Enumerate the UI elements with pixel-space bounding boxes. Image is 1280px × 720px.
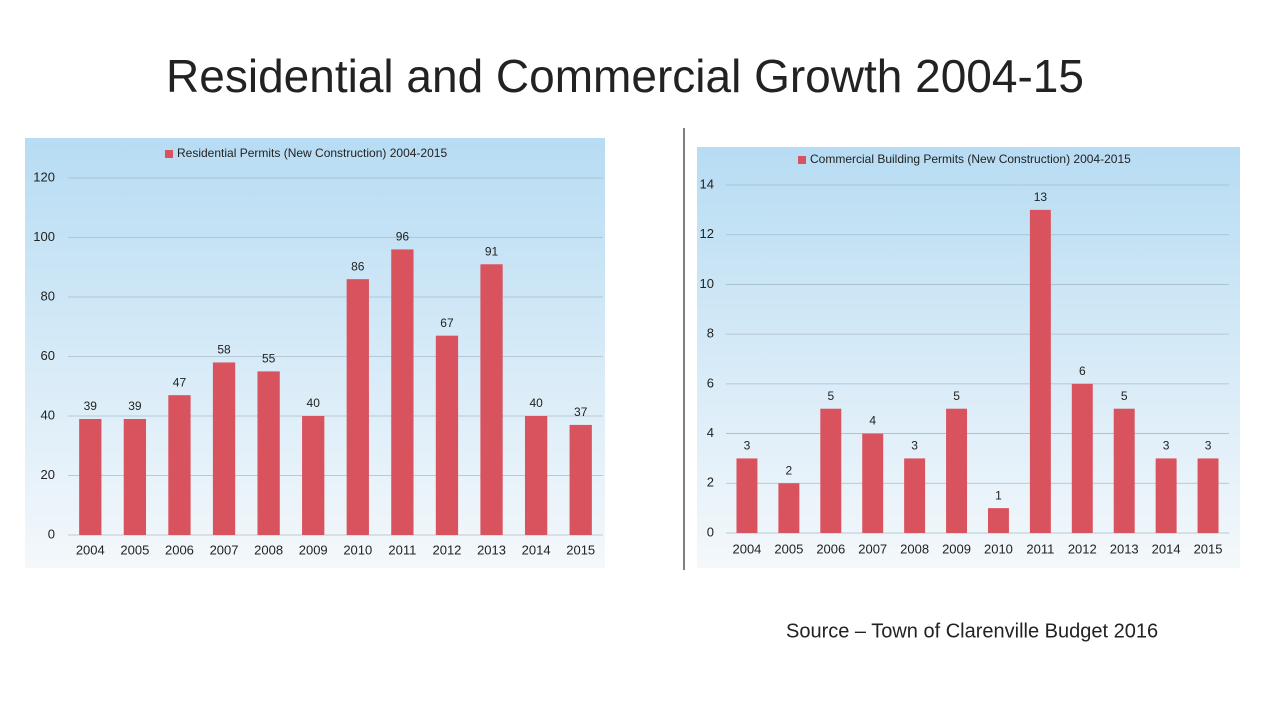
bar	[946, 408, 968, 533]
x-tick-label: 2004	[76, 542, 105, 557]
data-label: 4	[869, 414, 876, 428]
slide-title: Residential and Commercial Growth 2004-1…	[166, 50, 1084, 102]
y-tick-label: 14	[700, 176, 714, 191]
x-tick-label: 2005	[774, 541, 803, 556]
x-tick-label: 2010	[343, 542, 372, 557]
y-tick-label: 2	[707, 475, 714, 490]
bar	[123, 418, 147, 535]
x-tick-label: 2012	[432, 542, 461, 557]
data-label: 2	[786, 463, 793, 477]
bar	[1029, 209, 1051, 533]
x-tick-label: 2015	[566, 542, 595, 557]
y-tick-label: 0	[707, 524, 714, 539]
x-tick-label: 2006	[816, 541, 845, 556]
y-tick-label: 0	[48, 526, 55, 541]
x-tick-label: 2014	[522, 542, 551, 557]
bar	[302, 416, 325, 535]
x-tick-label: 2008	[254, 542, 283, 557]
bar	[736, 458, 758, 533]
bar	[820, 408, 842, 533]
source-note: Source – Town of Clarenville Budget 2016	[786, 620, 1158, 642]
data-label: 40	[307, 396, 321, 410]
x-tick-label: 2009	[299, 542, 328, 557]
bar	[1071, 383, 1093, 533]
bar	[904, 458, 926, 533]
data-label: 37	[574, 405, 588, 419]
y-tick-label: 12	[700, 226, 714, 241]
data-label: 91	[485, 244, 499, 258]
y-tick-label: 60	[41, 348, 55, 363]
bar	[1155, 458, 1177, 533]
bar	[1197, 458, 1219, 533]
y-tick-label: 40	[41, 407, 55, 422]
x-tick-label: 2010	[984, 541, 1013, 556]
bar	[987, 508, 1009, 533]
bar	[1113, 408, 1135, 533]
data-label: 39	[84, 399, 98, 413]
bar	[212, 362, 236, 535]
y-tick-label: 120	[33, 169, 55, 184]
bar	[524, 416, 548, 535]
legend-swatch	[165, 150, 173, 158]
y-tick-label: 4	[707, 425, 714, 440]
legend-label: Commercial Building Permits (New Constru…	[810, 152, 1131, 166]
y-tick-label: 10	[700, 276, 714, 291]
x-tick-label: 2004	[732, 541, 761, 556]
x-tick-label: 2006	[165, 542, 194, 557]
bar	[480, 264, 503, 535]
x-tick-label: 2011	[388, 542, 416, 557]
y-tick-label: 100	[33, 229, 55, 244]
data-label: 6	[1079, 364, 1086, 378]
data-label: 3	[911, 439, 918, 453]
data-label: 3	[744, 439, 751, 453]
bar	[778, 483, 800, 533]
bar	[346, 279, 369, 535]
data-label: 55	[262, 352, 276, 366]
data-label: 96	[396, 230, 410, 244]
y-tick-label: 80	[41, 288, 55, 303]
x-tick-label: 2013	[1110, 541, 1139, 556]
data-label: 5	[827, 389, 834, 403]
data-label: 67	[440, 316, 454, 330]
y-tick-label: 8	[707, 326, 714, 341]
bar	[569, 424, 592, 535]
bar	[168, 395, 191, 535]
bar	[435, 335, 459, 535]
x-tick-label: 2012	[1068, 541, 1097, 556]
data-label: 47	[173, 375, 187, 389]
x-tick-label: 2014	[1152, 541, 1181, 556]
x-tick-label: 2007	[858, 541, 887, 556]
data-label: 40	[529, 396, 543, 410]
data-label: 3	[1205, 439, 1212, 453]
x-tick-label: 2011	[1026, 541, 1054, 556]
legend-label: Residential Permits (New Construction) 2…	[177, 146, 447, 160]
y-tick-label: 6	[707, 375, 714, 390]
data-label: 1	[995, 488, 1002, 502]
bar	[79, 418, 102, 535]
data-label: 86	[351, 259, 365, 273]
data-label: 13	[1034, 190, 1048, 204]
x-tick-label: 2013	[477, 542, 506, 557]
data-label: 3	[1163, 439, 1170, 453]
x-tick-label: 2005	[120, 542, 149, 557]
x-tick-label: 2007	[210, 542, 239, 557]
bar	[862, 433, 884, 533]
bar	[257, 371, 280, 535]
legend-swatch	[798, 156, 806, 164]
bar	[391, 249, 414, 535]
x-tick-label: 2009	[942, 541, 971, 556]
x-tick-label: 2008	[900, 541, 929, 556]
y-tick-label: 20	[41, 467, 55, 482]
data-label: 5	[953, 389, 960, 403]
data-label: 58	[217, 343, 231, 357]
x-tick-label: 2015	[1194, 541, 1223, 556]
data-label: 5	[1121, 389, 1128, 403]
data-label: 39	[128, 399, 142, 413]
